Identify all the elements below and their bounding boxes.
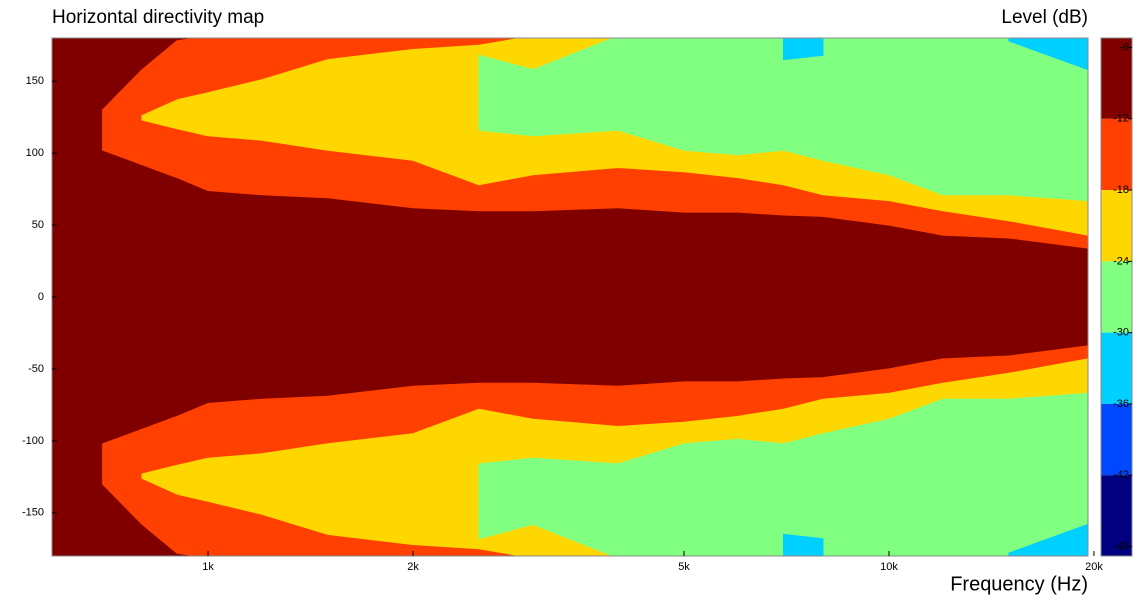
- colorbar-tick-label: -18: [1113, 184, 1129, 196]
- x-axis-label: Frequency (Hz): [950, 573, 1088, 595]
- level-region: [478, 38, 1088, 202]
- y-tick-label: -150: [22, 507, 44, 519]
- colorbar-band: [1101, 38, 1132, 119]
- colorbar-band: [1101, 190, 1132, 262]
- level-region: [1008, 523, 1088, 556]
- colorbar-band: [1101, 118, 1132, 191]
- colorbar-frame: [1100, 37, 1133, 557]
- y-tick-label: -50: [28, 363, 44, 375]
- plot-area: [52, 38, 1088, 556]
- x-tick-label: 20k: [1085, 561, 1103, 573]
- level-region: [1008, 38, 1088, 71]
- chart-title: Horizontal directivity map: [52, 7, 264, 28]
- colorbar-band: [1101, 403, 1132, 476]
- colorbar-tick-label: -48: [1113, 540, 1129, 552]
- colorbar-label: Level (dB): [1001, 7, 1088, 28]
- colorbar-band: [1101, 475, 1132, 556]
- x-tick-label: 5k: [678, 561, 690, 573]
- x-tick-label: 2k: [407, 561, 419, 573]
- x-tick-label: 10k: [880, 561, 898, 573]
- colorbar-tick-label: -42: [1113, 469, 1129, 481]
- x-tick-label: 1k: [202, 561, 214, 573]
- colorbar-band: [1101, 332, 1132, 404]
- level-region: [783, 533, 824, 556]
- colorbar-tick-label: -12: [1113, 113, 1129, 125]
- y-tick-label: -100: [22, 435, 44, 447]
- y-tick-label: 50: [32, 219, 44, 231]
- colorbar-band: [1101, 261, 1132, 333]
- level-region: [783, 38, 824, 61]
- y-tick-label: 150: [26, 75, 44, 87]
- colorbar-tick-label: -36: [1113, 398, 1129, 410]
- colorbar-tick-label: -30: [1113, 327, 1129, 339]
- level-region: [478, 392, 1088, 556]
- colorbar-tick-label: -6: [1119, 41, 1129, 53]
- colorbar-tick-label: -24: [1113, 255, 1129, 267]
- y-tick-label: 100: [26, 147, 44, 159]
- y-tick-label: 0: [38, 291, 44, 303]
